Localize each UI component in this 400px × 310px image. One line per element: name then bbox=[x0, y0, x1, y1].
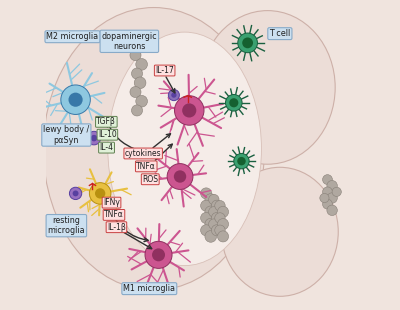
Circle shape bbox=[238, 33, 258, 53]
Ellipse shape bbox=[200, 11, 335, 164]
Text: IL-4: IL-4 bbox=[100, 143, 114, 152]
Text: IL-1β: IL-1β bbox=[107, 223, 126, 232]
Text: TNFα: TNFα bbox=[136, 162, 156, 171]
Circle shape bbox=[134, 40, 146, 52]
Circle shape bbox=[320, 193, 329, 203]
Circle shape bbox=[209, 194, 219, 205]
Circle shape bbox=[132, 31, 142, 42]
Circle shape bbox=[211, 225, 222, 236]
Circle shape bbox=[332, 187, 341, 197]
Circle shape bbox=[205, 231, 216, 242]
Circle shape bbox=[182, 103, 196, 117]
Text: TNFα: TNFα bbox=[104, 210, 124, 219]
Circle shape bbox=[215, 225, 225, 236]
Circle shape bbox=[209, 206, 219, 217]
Circle shape bbox=[327, 180, 337, 191]
Circle shape bbox=[167, 164, 193, 189]
Circle shape bbox=[145, 241, 172, 268]
Text: T cell: T cell bbox=[269, 29, 290, 38]
Text: TGFβ: TGFβ bbox=[96, 117, 116, 126]
Circle shape bbox=[327, 193, 337, 203]
Circle shape bbox=[201, 188, 212, 199]
Circle shape bbox=[242, 38, 253, 48]
Circle shape bbox=[226, 95, 242, 111]
Circle shape bbox=[211, 212, 222, 224]
Circle shape bbox=[209, 219, 219, 229]
Circle shape bbox=[322, 187, 332, 197]
Circle shape bbox=[134, 77, 146, 89]
Ellipse shape bbox=[108, 32, 262, 266]
Circle shape bbox=[171, 92, 176, 98]
Circle shape bbox=[205, 218, 216, 230]
Circle shape bbox=[73, 190, 78, 196]
Text: IL-10: IL-10 bbox=[98, 130, 117, 139]
Circle shape bbox=[132, 68, 142, 79]
Circle shape bbox=[327, 205, 337, 215]
Circle shape bbox=[174, 170, 186, 183]
Text: lewy body /
pαSyn: lewy body / pαSyn bbox=[43, 125, 90, 145]
Circle shape bbox=[237, 157, 246, 165]
Circle shape bbox=[234, 153, 249, 169]
Circle shape bbox=[322, 175, 332, 184]
Circle shape bbox=[229, 98, 238, 107]
Text: resting
microglia: resting microglia bbox=[48, 216, 85, 235]
Ellipse shape bbox=[222, 167, 338, 296]
Circle shape bbox=[218, 206, 228, 217]
Circle shape bbox=[201, 212, 212, 224]
Circle shape bbox=[89, 183, 111, 204]
Circle shape bbox=[132, 105, 142, 116]
Text: ROS: ROS bbox=[142, 175, 158, 184]
Circle shape bbox=[136, 59, 148, 70]
Circle shape bbox=[70, 187, 82, 200]
Text: IFNγ: IFNγ bbox=[103, 198, 120, 207]
Text: cytokines: cytokines bbox=[125, 149, 162, 158]
Circle shape bbox=[322, 199, 332, 209]
Circle shape bbox=[205, 194, 216, 206]
Circle shape bbox=[95, 188, 105, 199]
Text: dopaminergic
neurons: dopaminergic neurons bbox=[102, 32, 157, 51]
Circle shape bbox=[87, 131, 101, 145]
Circle shape bbox=[130, 86, 141, 98]
Circle shape bbox=[201, 200, 212, 211]
Text: M1 microglia: M1 microglia bbox=[123, 284, 175, 293]
Circle shape bbox=[201, 225, 212, 236]
Circle shape bbox=[205, 206, 216, 218]
Circle shape bbox=[168, 90, 180, 101]
Circle shape bbox=[218, 231, 228, 242]
Circle shape bbox=[174, 96, 204, 125]
Circle shape bbox=[211, 200, 222, 211]
Circle shape bbox=[68, 93, 83, 107]
Ellipse shape bbox=[43, 7, 264, 290]
Circle shape bbox=[136, 95, 148, 107]
Circle shape bbox=[61, 85, 90, 114]
Text: IL-17: IL-17 bbox=[155, 66, 174, 75]
Circle shape bbox=[91, 135, 97, 141]
Circle shape bbox=[218, 219, 228, 230]
Text: M2 microglia: M2 microglia bbox=[46, 32, 98, 41]
Circle shape bbox=[130, 50, 141, 61]
Circle shape bbox=[215, 201, 225, 211]
Circle shape bbox=[152, 248, 165, 261]
Circle shape bbox=[215, 213, 225, 223]
